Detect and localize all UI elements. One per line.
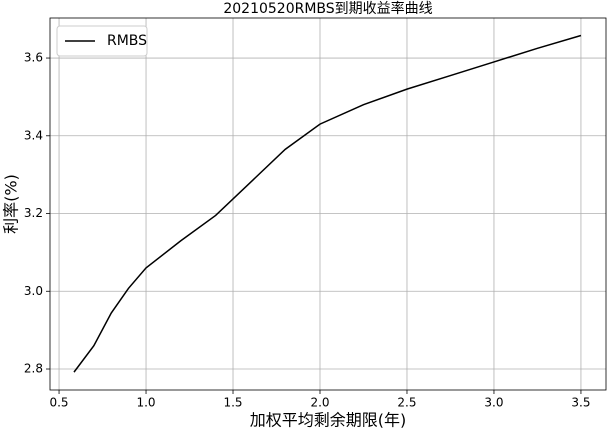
x-tick-label: 2.0: [310, 396, 329, 410]
legend-label: RMBS: [107, 33, 147, 49]
y-tick-label: 2.8: [24, 362, 43, 376]
x-tick-label: 3.5: [571, 396, 590, 410]
line: [73, 34, 582, 373]
chart-title: 20210520RMBS到期收益率曲线: [223, 0, 432, 17]
y-tick-label: 3.6: [24, 51, 43, 65]
x-tick-label: 3.0: [484, 396, 503, 410]
y-tick-label: 3.0: [24, 284, 43, 298]
x-tick-label: 0.5: [49, 396, 68, 410]
y-tick-label: 3.4: [24, 128, 43, 142]
y-tick-label: 3.2: [24, 206, 43, 220]
y-axis-label: 利率(%): [2, 174, 21, 234]
x-tick-label: 1.0: [136, 396, 155, 410]
plot-frame: [49, 17, 607, 391]
x-tick-label: 2.5: [397, 396, 416, 410]
legend-box: [56, 25, 148, 57]
x-tick-label: 1.5: [223, 396, 242, 410]
x-axis-label: 加权平均剩余期限(年): [250, 411, 407, 430]
